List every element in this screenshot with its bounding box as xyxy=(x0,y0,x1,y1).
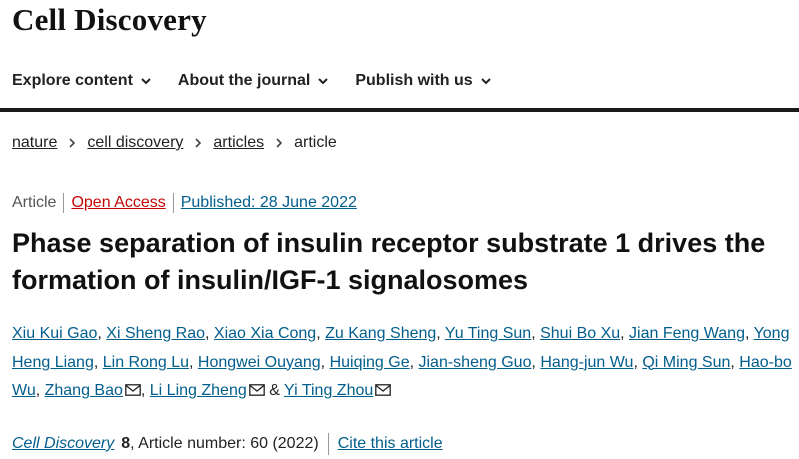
email-icon[interactable] xyxy=(375,378,392,396)
author-separator: , xyxy=(93,353,103,371)
main-nav: Explore content About the journal Publis… xyxy=(12,66,518,96)
author-link[interactable]: Jian-sheng Guo xyxy=(418,353,532,371)
author-separator: , xyxy=(620,325,630,342)
author-link[interactable]: Zu Kang Sheng xyxy=(325,325,437,342)
email-icon[interactable] xyxy=(125,378,141,396)
author-list: Xiu Kui Gao, Xi Sheng Rao, Xiao Xia Cong… xyxy=(12,320,797,406)
nav-item-label: Explore content xyxy=(12,72,133,89)
breadcrumb-articles[interactable]: articles xyxy=(213,134,265,151)
author-separator: , xyxy=(189,353,198,371)
author-separator: , xyxy=(531,353,541,371)
breadcrumb-current: article xyxy=(294,134,337,151)
email-icon[interactable] xyxy=(248,378,265,396)
article-meta: Article Open Access Published: 28 June 2… xyxy=(12,193,357,213)
author-link[interactable]: Hang-jun Wu xyxy=(540,353,634,371)
author-link[interactable]: Zhang Bao xyxy=(44,382,123,399)
author-link[interactable]: Lin Rong Lu xyxy=(102,353,190,371)
author-separator: , xyxy=(436,325,445,342)
author-link[interactable]: Jian Feng Wang xyxy=(629,325,745,342)
open-access-link[interactable]: Open Access xyxy=(71,194,166,211)
journal-brand[interactable]: Cell Discovery xyxy=(12,2,207,37)
chevron-right-icon xyxy=(195,138,202,148)
author-separator: , xyxy=(744,325,754,342)
nav-publish-with-us[interactable]: Publish with us xyxy=(355,72,491,90)
author-link[interactable]: Yu Ting Sun xyxy=(444,325,532,342)
author-link[interactable]: Li Ling Zheng xyxy=(149,382,247,399)
nav-divider xyxy=(0,108,799,112)
chevron-down-icon xyxy=(480,78,491,85)
chevron-right-icon xyxy=(276,138,283,148)
author-separator: , xyxy=(531,325,541,342)
nav-item-label: About the journal xyxy=(177,72,311,89)
author-separator: , xyxy=(316,325,326,342)
nav-about-journal[interactable]: About the journal xyxy=(178,72,329,90)
author-separator: , xyxy=(633,353,643,371)
author-separator: , xyxy=(140,382,150,399)
published-date-link[interactable]: Published: 28 June 2022 xyxy=(180,194,357,211)
author-final-separator: & xyxy=(264,382,285,399)
breadcrumb-cell-discovery[interactable]: cell discovery xyxy=(87,134,184,151)
author-separator: , xyxy=(35,382,45,399)
chevron-down-icon xyxy=(318,78,329,85)
breadcrumb-nature[interactable]: nature xyxy=(12,134,58,151)
cite-divider xyxy=(327,433,329,455)
author-link[interactable]: Xi Sheng Rao xyxy=(106,325,206,342)
author-separator: , xyxy=(320,353,330,371)
author-separator: , xyxy=(409,353,419,371)
author-separator: , xyxy=(97,325,107,342)
citation-line: Cell Discovery 8 , Article number: 60 (2… xyxy=(12,433,443,455)
author-link[interactable]: Hongwei Ouyang xyxy=(197,353,321,371)
journal-link[interactable]: Cell Discovery xyxy=(12,435,115,452)
author-link[interactable]: Qi Ming Sun xyxy=(642,353,731,371)
article-type: Article xyxy=(12,194,57,211)
meta-divider xyxy=(172,193,174,213)
chevron-down-icon xyxy=(141,78,151,85)
author-link[interactable]: Huiqing Ge xyxy=(329,353,410,371)
cite-this-article-link[interactable]: Cite this article xyxy=(337,435,443,452)
nav-item-label: Publish with us xyxy=(355,72,473,89)
author-link[interactable]: Yong Heng Liang xyxy=(12,325,790,371)
author-link[interactable]: Hao-bo Wu xyxy=(12,353,792,400)
article-number: , Article number: 60 (2022) xyxy=(130,435,319,452)
author-link[interactable]: Shui Bo Xu xyxy=(540,325,621,342)
volume: 8 xyxy=(121,435,131,452)
author-separator: , xyxy=(730,353,740,371)
breadcrumb: nature cell discovery articles article xyxy=(12,134,337,152)
author-link[interactable]: Xiao Xia Cong xyxy=(213,325,317,342)
author-link[interactable]: Xiu Kui Gao xyxy=(12,325,98,342)
article-title: Phase separation of insulin receptor sub… xyxy=(12,228,766,295)
chevron-right-icon xyxy=(69,138,76,148)
author-separator: , xyxy=(205,325,214,342)
meta-divider xyxy=(63,193,65,213)
author-link[interactable]: Yi Ting Zhou xyxy=(284,382,374,399)
nav-explore-content[interactable]: Explore content xyxy=(12,72,152,90)
